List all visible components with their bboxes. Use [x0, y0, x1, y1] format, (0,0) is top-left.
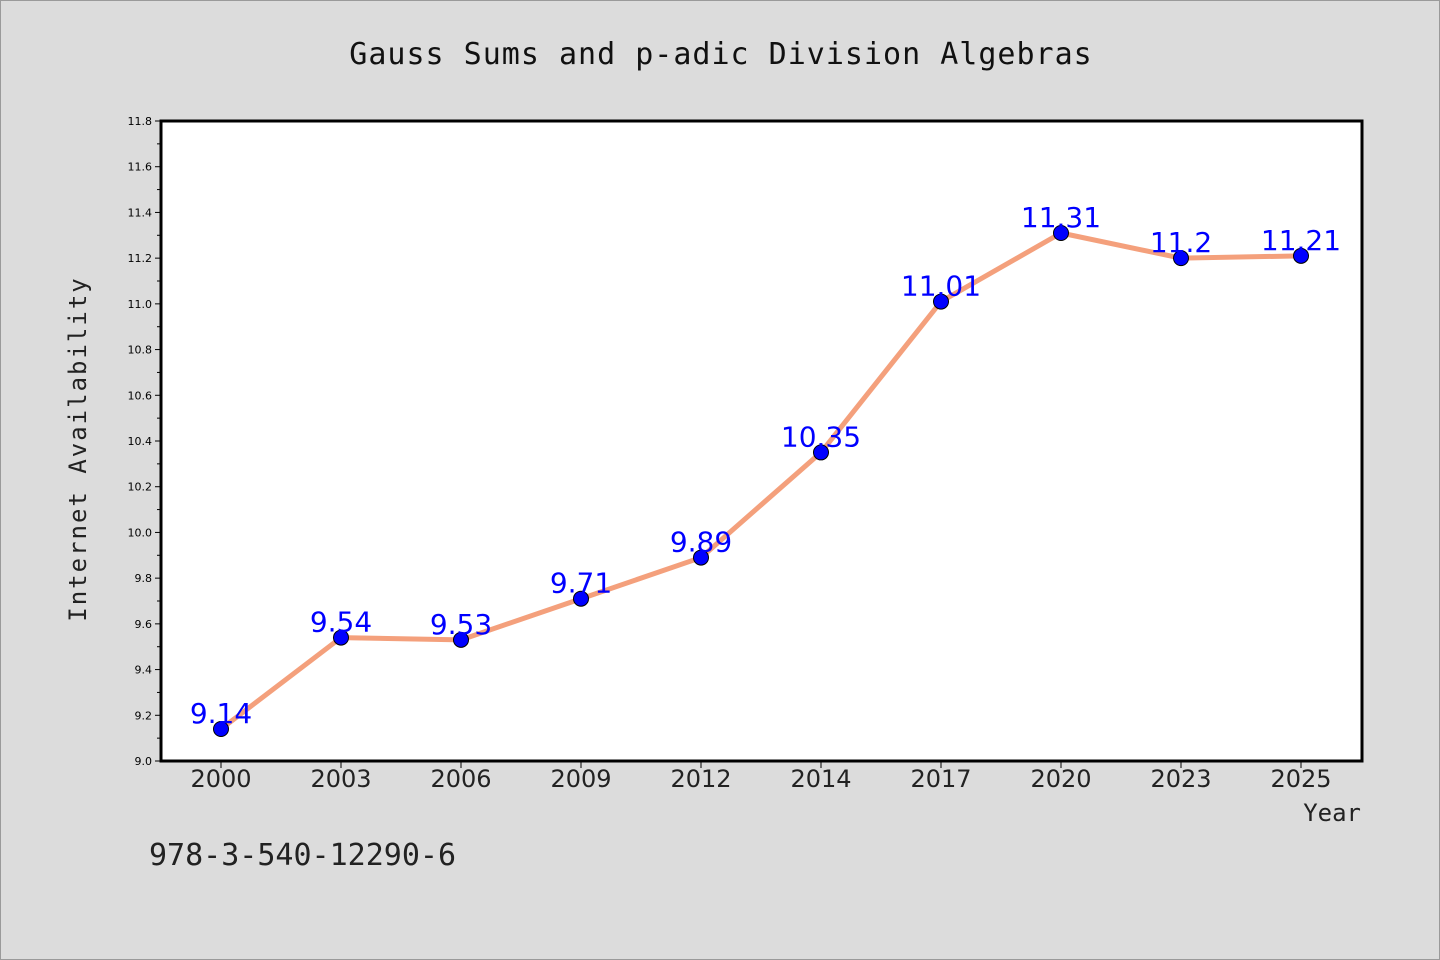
- y-tick-label: 10.8: [128, 344, 153, 357]
- y-tick-label: 9.0: [135, 755, 153, 768]
- y-tick-label: 10.0: [128, 526, 153, 539]
- data-label: 9.14: [190, 697, 252, 730]
- x-tick-label: 2025: [1270, 765, 1331, 793]
- data-point: [1293, 247, 1309, 264]
- x-axis-label: Year: [1303, 799, 1361, 827]
- data-point: [813, 444, 829, 461]
- data-point: [1053, 225, 1069, 241]
- data-label: 10.35: [781, 420, 861, 453]
- x-tick-label: 2009: [550, 765, 611, 793]
- data-point: [1173, 250, 1189, 267]
- data-point: [693, 549, 709, 566]
- data-label: 9.54: [310, 606, 372, 639]
- y-axis-label: Internet Availability: [64, 276, 92, 621]
- y-tick-label: 11.0: [128, 298, 153, 311]
- data-label: 9.89: [670, 526, 732, 559]
- y-tick-label: 10.6: [128, 389, 153, 402]
- y-tick-label: 10.2: [128, 481, 153, 494]
- data-point: [333, 629, 349, 646]
- data-label: 11.31: [1021, 201, 1101, 234]
- data-point: [213, 721, 229, 737]
- isbn-label: 978-3-540-12290-6: [149, 838, 456, 873]
- x-tick-label: 2006: [430, 765, 491, 793]
- y-axis: 9.0 9.2 9.4 9.6 9.8 10.0 10.2 10.4 10.6 10.8 11.0 1…: [128, 115, 161, 768]
- y-tick-label: 11.8: [128, 115, 153, 128]
- y-tick-label: 9.6: [135, 618, 153, 631]
- x-tick-label: 2003: [310, 765, 371, 793]
- y-tick-label: 9.2: [135, 709, 153, 722]
- data-label: 11.21: [1261, 224, 1341, 257]
- data-label: 9.53: [430, 608, 492, 641]
- x-tick-label: 2012: [670, 765, 731, 793]
- series-line: [218, 230, 1304, 732]
- y-tick-label: 10.4: [128, 435, 153, 448]
- x-axis: 2000 2003 2006 2009 2012 2014 2017 2020 2023 2025: [190, 761, 1332, 793]
- plot-area: [159, 119, 1364, 763]
- data-point: [573, 590, 589, 607]
- x-tick-label: 2020: [1030, 765, 1091, 793]
- x-tick-label: 2000: [190, 765, 251, 793]
- y-tick-label: 11.4: [128, 206, 153, 219]
- y-tick-label: 11.2: [128, 252, 153, 265]
- x-tick-label: 2014: [790, 765, 851, 793]
- y-tick-label: 11.6: [128, 161, 153, 174]
- y-tick-label: 9.4: [135, 664, 153, 677]
- y-tick-label: 9.8: [135, 572, 153, 585]
- data-label: 11.01: [901, 270, 981, 303]
- data-point: [933, 293, 949, 310]
- x-tick-label: 2017: [910, 765, 971, 793]
- chart-title: Gauss Sums and p-adic Division Algebras: [349, 37, 1092, 72]
- data-point: [453, 631, 469, 648]
- data-label: 9.71: [550, 567, 612, 600]
- x-tick-label: 2023: [1150, 765, 1211, 793]
- data-label: 11.2: [1150, 226, 1212, 259]
